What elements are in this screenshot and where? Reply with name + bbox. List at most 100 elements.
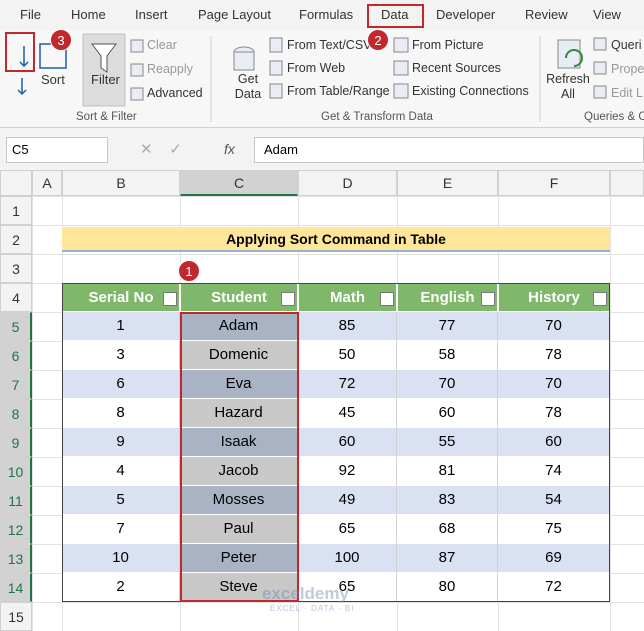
- row-header[interactable]: 2: [0, 225, 32, 254]
- sort-button[interactable]: Sort: [41, 72, 65, 87]
- reapply-button[interactable]: Reapply: [147, 62, 193, 76]
- highlight-box: [367, 4, 424, 28]
- from-text-button[interactable]: From Text/CSV: [287, 38, 372, 52]
- table-cell: 50: [298, 341, 397, 370]
- row-header[interactable]: 6: [0, 341, 32, 370]
- row-header[interactable]: 5: [0, 312, 32, 341]
- cell: [498, 602, 611, 631]
- recent-sources-button[interactable]: Recent Sources: [412, 61, 501, 75]
- column-header[interactable]: B: [62, 170, 180, 196]
- cell: [397, 196, 499, 226]
- table-header: English: [397, 283, 498, 312]
- table-cell: 5: [62, 486, 180, 515]
- cell: [32, 399, 63, 429]
- from-picture-button[interactable]: From Picture: [412, 38, 484, 52]
- filter-dropdown[interactable]: [481, 292, 495, 306]
- cell: [397, 254, 499, 284]
- cell: [62, 602, 181, 631]
- highlight-box: [180, 312, 299, 602]
- ribbon-tab[interactable]: Home: [71, 7, 106, 22]
- cell: [610, 573, 644, 603]
- table-header: Student: [180, 283, 298, 312]
- row-header[interactable]: 7: [0, 370, 32, 399]
- cell: [610, 457, 644, 487]
- cell: [32, 225, 63, 255]
- table-cell: Peter: [180, 544, 298, 573]
- select-all: [0, 170, 32, 196]
- row-header[interactable]: 12: [0, 515, 32, 544]
- row-header[interactable]: 10: [0, 457, 32, 486]
- sort-desc-icon: [17, 78, 27, 96]
- row-header[interactable]: 14: [0, 573, 32, 602]
- table-cell: 49: [298, 486, 397, 515]
- table-cell: 2: [62, 573, 180, 602]
- column-header[interactable]: E: [397, 170, 498, 196]
- table-cell: 45: [298, 399, 397, 428]
- row-header[interactable]: 13: [0, 544, 32, 573]
- cell: [32, 457, 63, 487]
- table-cell: 70: [498, 312, 610, 341]
- queries-button[interactable]: Queri: [611, 38, 642, 52]
- table-cell: 60: [397, 399, 498, 428]
- ribbon-tab[interactable]: File: [20, 7, 41, 22]
- table-cell: 78: [498, 341, 610, 370]
- cell: [32, 428, 63, 458]
- filter-dropdown[interactable]: [163, 292, 177, 306]
- row-header[interactable]: 11: [0, 486, 32, 515]
- ribbon-tab[interactable]: Review: [525, 7, 568, 22]
- table-cell: 87: [397, 544, 498, 573]
- name-box[interactable]: [6, 137, 108, 163]
- ribbon-tab[interactable]: Page Layout: [198, 7, 272, 22]
- row-header[interactable]: 9: [0, 428, 32, 457]
- group-label: Sort & Filter: [76, 111, 137, 123]
- table-cell: 58: [397, 341, 498, 370]
- row-header[interactable]: 8: [0, 399, 32, 428]
- ribbon-tab[interactable]: Developer: [436, 7, 496, 22]
- row-header[interactable]: 3: [0, 254, 32, 283]
- cell: [610, 341, 644, 371]
- cell: [610, 544, 644, 574]
- properties-button[interactable]: Prope: [611, 62, 644, 76]
- formula-text: Adam: [264, 142, 298, 157]
- advanced-button[interactable]: Advanced: [147, 86, 203, 100]
- icons: [17, 33, 607, 122]
- ribbon-tab[interactable]: Formulas: [299, 7, 354, 22]
- filter-dropdown[interactable]: [281, 292, 295, 306]
- get-data-button[interactable]: Get Data: [234, 72, 262, 101]
- filter-button[interactable]: Filter: [91, 72, 120, 87]
- cell: [610, 225, 644, 255]
- refresh-all-button[interactable]: Refresh All: [546, 72, 590, 101]
- column-header[interactable]: D: [298, 170, 397, 196]
- clear-button[interactable]: Clear: [147, 38, 177, 52]
- table-cell: 8: [62, 399, 180, 428]
- table-cell: 74: [498, 457, 610, 486]
- cell: [610, 312, 644, 342]
- table-cell: 55: [397, 428, 498, 457]
- column-header[interactable]: A: [32, 170, 62, 196]
- from-web-button[interactable]: From Web: [287, 61, 346, 75]
- formula-input[interactable]: [254, 137, 644, 163]
- table-cell: Adam: [180, 312, 298, 341]
- column-header[interactable]: C: [180, 170, 298, 196]
- table-cell: Paul: [180, 515, 298, 544]
- filter-dropdown[interactable]: [380, 292, 394, 306]
- cell: [32, 515, 63, 545]
- fx-label: fx: [224, 141, 235, 157]
- edit-links-button[interactable]: Edit L: [611, 86, 643, 100]
- name-box-text: C5: [12, 142, 29, 157]
- row-header[interactable]: 1: [0, 196, 32, 225]
- row-header[interactable]: 4: [0, 283, 32, 312]
- ribbon-tab[interactable]: Insert: [135, 7, 168, 22]
- row-header[interactable]: 15: [0, 602, 32, 631]
- cell: [610, 602, 644, 631]
- filter-icon: [91, 43, 117, 73]
- cell: [610, 283, 644, 313]
- cell: [32, 341, 63, 371]
- from-table-button[interactable]: From Table/Range: [287, 84, 390, 98]
- column-header[interactable]: F: [498, 170, 610, 196]
- existing-connections-button[interactable]: Existing Connections: [412, 84, 529, 98]
- ribbon-tab[interactable]: Data: [381, 7, 409, 22]
- ribbon-tab[interactable]: View: [593, 7, 621, 22]
- filter-dropdown[interactable]: [593, 292, 607, 306]
